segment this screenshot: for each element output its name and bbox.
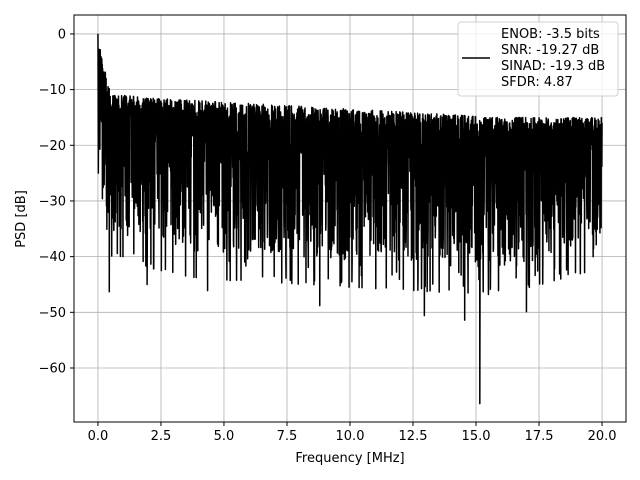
legend-entry-sinad: SINAD: -19.3 dB (501, 59, 605, 74)
legend-entry-snr: SNR: -19.27 dB (501, 43, 599, 58)
y-tick-label: −40 (39, 250, 66, 265)
legend-box (457, 21, 619, 97)
x-axis-label: Frequency [MHz] (295, 451, 404, 466)
psd-series-line (97, 33, 603, 405)
x-tick-label: 0.0 (88, 429, 109, 444)
x-tick-label: 20.0 (588, 429, 617, 444)
legend-entry-sfdr: SFDR: 4.87 (501, 75, 573, 90)
y-tick-label: −50 (39, 306, 66, 321)
x-tick-label: 17.5 (525, 429, 554, 444)
legend: ENOB: -3.5 bits SNR: -19.27 dB SINAD: -1… (457, 21, 619, 97)
y-tick-label: −20 (39, 139, 66, 154)
x-tick-label: 5.0 (214, 429, 235, 444)
y-tick-label: 0 (58, 27, 66, 42)
x-tick-label: 2.5 (151, 429, 172, 444)
x-tick-label: 7.5 (277, 429, 298, 444)
x-axis-ticks: 0.0 2.5 5.0 7.5 10.0 12.5 15.0 17.5 20.0 (88, 422, 617, 444)
legend-entry-enob: ENOB: -3.5 bits (501, 27, 600, 42)
y-axis-ticks: 0 −10 −20 −30 −40 −50 −60 (39, 27, 74, 376)
y-tick-label: −10 (39, 83, 66, 98)
plot-area (97, 33, 603, 405)
y-tick-label: −60 (39, 361, 66, 376)
x-tick-label: 10.0 (336, 429, 365, 444)
y-axis-label: PSD [dB] (14, 190, 29, 248)
x-tick-label: 15.0 (462, 429, 491, 444)
x-tick-label: 12.5 (399, 429, 428, 444)
y-tick-label: −30 (39, 194, 66, 209)
